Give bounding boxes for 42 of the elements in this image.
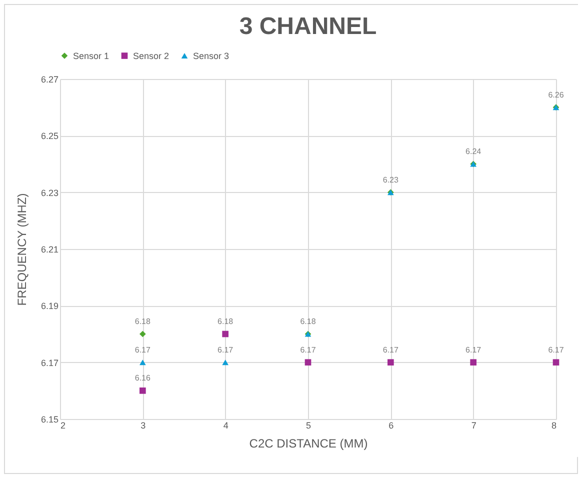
legend-label: Sensor 1: [73, 50, 110, 61]
data-label: 6.17: [218, 345, 234, 354]
legend-label: Sensor 2: [133, 50, 170, 61]
y-tick-label: 6.21: [40, 244, 58, 254]
data-label: 6.17: [134, 345, 151, 354]
point: [222, 330, 228, 338]
x-tick-label: 7: [471, 420, 476, 430]
data-label: 6.17: [382, 345, 399, 354]
data-label: 6.18: [300, 317, 316, 326]
y-tick-label: 6.27: [40, 74, 58, 84]
point: [552, 359, 560, 366]
y-tick-label: 6.17: [40, 358, 58, 368]
data-label: 6.17: [300, 345, 316, 354]
point: [222, 360, 228, 366]
x-tick-label: 4: [223, 420, 228, 430]
x-tick-label: 6: [388, 420, 394, 430]
point: [140, 330, 146, 338]
x-tick-label: 8: [551, 420, 556, 430]
x-tick-label: 3: [140, 420, 146, 430]
point: [140, 360, 146, 366]
data-label: 6.16: [134, 374, 151, 383]
data-label: 6.18: [218, 317, 234, 326]
point: [304, 359, 312, 366]
point: [470, 359, 476, 366]
y-tick-label: 6.15: [40, 414, 58, 424]
legend-label: Sensor 3: [193, 50, 230, 61]
point: [388, 359, 394, 366]
x-tick-label: 5: [306, 420, 312, 430]
data-label: 6.26: [548, 90, 564, 100]
x-axis-title: C2C DISTANCE (MM): [249, 436, 368, 450]
data-label: 6.18: [134, 317, 151, 326]
y-tick-label: 6.19: [40, 301, 58, 312]
y-axis-title: FREQUENCY (MHZ): [14, 193, 29, 306]
point: [140, 388, 146, 394]
y-tick-label: 6.23: [40, 188, 58, 198]
y-tick-label: 6.25: [40, 131, 58, 142]
chart-title: 3 CHANNEL: [239, 13, 377, 40]
data-label: 6.24: [466, 147, 482, 156]
data-label: 6.17: [466, 345, 482, 354]
data-label: 6.17: [548, 345, 564, 354]
data-label: 6.23: [382, 175, 399, 184]
x-tick-label: 2: [60, 420, 66, 430]
